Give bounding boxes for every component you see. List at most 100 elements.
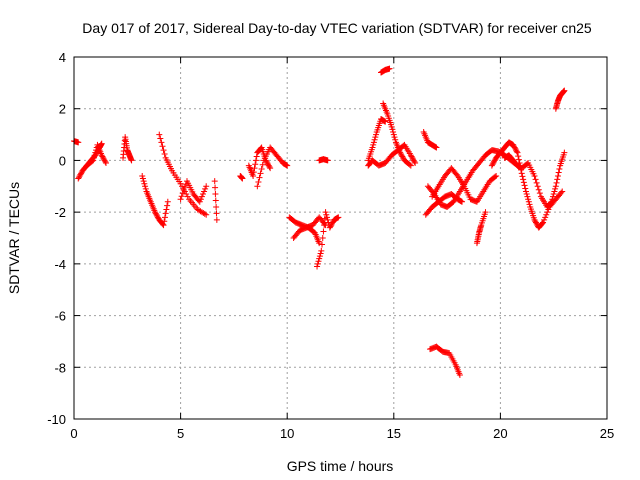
y-tick-label: -4 <box>54 257 66 272</box>
data-point <box>202 185 209 192</box>
data-point <box>549 193 556 200</box>
data-point <box>154 213 161 220</box>
data-point <box>544 209 551 216</box>
x-tick-label: 15 <box>387 426 401 441</box>
data-point <box>372 134 379 141</box>
series-arc-26 <box>488 139 566 231</box>
data-point <box>98 152 105 159</box>
series-arc-17 <box>365 141 419 169</box>
data-point <box>515 153 522 160</box>
data-point <box>531 172 538 179</box>
data-point <box>391 134 398 141</box>
data-point <box>319 241 326 248</box>
x-tick-label: 0 <box>70 426 77 441</box>
data-point <box>559 188 566 195</box>
data-point <box>154 214 161 221</box>
data-point <box>161 218 168 225</box>
data-point <box>267 165 274 172</box>
data-point <box>98 140 105 147</box>
data-point <box>250 169 257 176</box>
data-point <box>198 193 205 200</box>
data-point <box>203 211 210 218</box>
data-point <box>490 160 497 167</box>
data-point <box>513 147 520 154</box>
data-point <box>177 180 184 187</box>
data-point <box>552 183 559 190</box>
data-point <box>140 178 147 185</box>
data-point <box>157 135 164 142</box>
data-point <box>257 145 264 152</box>
data-point <box>239 175 246 182</box>
data-point <box>408 153 415 160</box>
data-point <box>160 147 167 154</box>
data-point <box>264 160 271 167</box>
data-point <box>522 185 529 192</box>
series-arc-23 <box>429 165 500 205</box>
data-point <box>159 143 166 150</box>
data-point <box>326 224 333 231</box>
data-point <box>456 372 463 379</box>
data-point <box>540 219 547 226</box>
axis-ticks: 0 5 10 15 20 25 -10 -8 -6 -4 -2 0 2 4 <box>47 50 614 441</box>
data-point <box>183 191 190 198</box>
series-arc-25 <box>473 209 489 247</box>
series-arc-19 <box>378 65 393 76</box>
data-point <box>101 157 108 164</box>
data-point <box>323 214 330 221</box>
data-point <box>370 141 377 148</box>
data-point <box>555 169 562 176</box>
data-point <box>520 176 527 183</box>
data-point <box>203 183 210 190</box>
series-arc-6 <box>156 131 210 218</box>
data-point <box>561 149 568 156</box>
data-point <box>316 255 323 262</box>
data-point <box>265 161 272 168</box>
data-point <box>323 211 330 218</box>
data-point <box>156 131 163 138</box>
y-tick-label: -2 <box>54 205 66 220</box>
data-point <box>128 157 135 164</box>
plot-frame <box>73 56 608 420</box>
data-point <box>399 153 406 160</box>
data-point <box>152 210 159 217</box>
data-point <box>522 188 529 195</box>
data-point <box>161 214 168 221</box>
grid-lines <box>74 57 607 419</box>
data-point <box>382 118 389 125</box>
series-arc-13 <box>290 214 329 241</box>
data-point <box>315 258 322 265</box>
y-tick-label: -8 <box>54 360 66 375</box>
series-arc-11 <box>254 144 291 190</box>
data-point <box>265 162 272 169</box>
data-point <box>179 190 186 197</box>
data-point <box>409 156 416 163</box>
data-point <box>533 179 540 186</box>
data-point <box>514 149 521 156</box>
data-point <box>390 131 397 138</box>
data-point <box>543 211 550 218</box>
data-point <box>407 162 414 169</box>
data-point <box>459 198 466 205</box>
data-point <box>335 214 342 221</box>
data-point <box>184 193 191 200</box>
data-point <box>512 145 519 152</box>
data-point <box>164 198 171 205</box>
data-point <box>515 156 522 163</box>
x-tick-label: 25 <box>600 426 614 441</box>
x-tick-label: 10 <box>280 426 294 441</box>
data-point <box>492 173 499 180</box>
data-point <box>179 183 186 190</box>
data-point <box>196 198 203 205</box>
data-point <box>531 216 538 223</box>
data-point <box>258 166 265 173</box>
data-point <box>252 161 259 168</box>
data-point <box>489 161 496 168</box>
data-point <box>139 172 146 179</box>
data-point <box>551 188 558 195</box>
data-point <box>320 228 327 235</box>
data-point <box>100 156 107 163</box>
data-point <box>161 150 168 157</box>
series-arc-4 <box>120 134 135 164</box>
data-point <box>400 154 407 161</box>
